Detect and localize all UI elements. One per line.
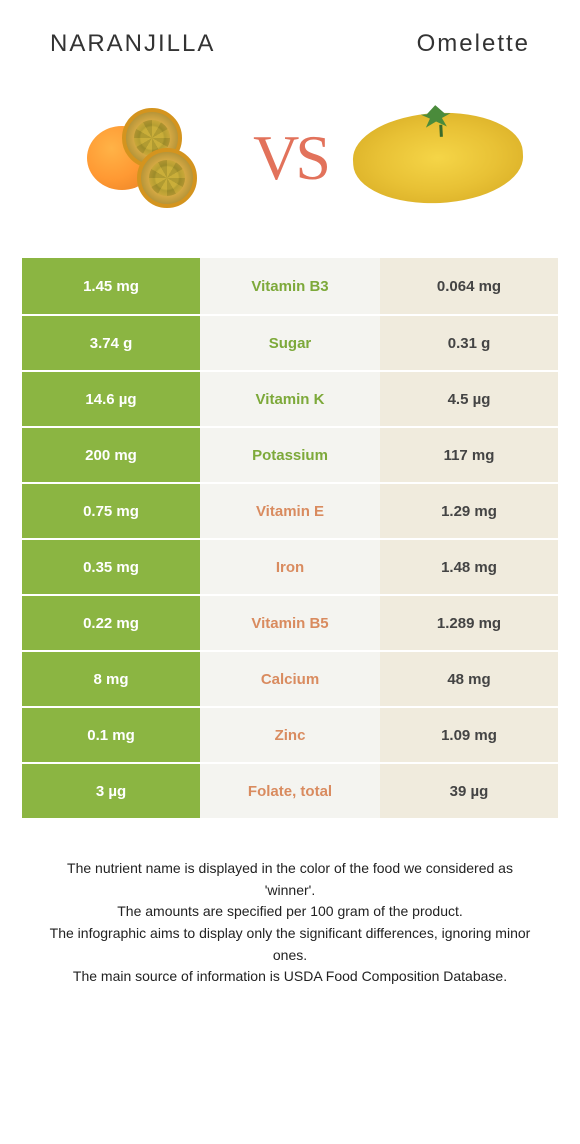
left-value: 3.74 g xyxy=(22,316,200,370)
nutrient-label: Vitamin E xyxy=(200,484,380,538)
left-value: 0.1 mg xyxy=(22,708,200,762)
nutrient-label: Calcium xyxy=(200,652,380,706)
right-value: 1.09 mg xyxy=(380,708,558,762)
left-food-title: NARANJILLA xyxy=(50,30,215,58)
right-value: 117 mg xyxy=(380,428,558,482)
right-food-title: Omelette xyxy=(417,30,530,58)
right-value: 39 µg xyxy=(380,764,558,818)
right-value: 48 mg xyxy=(380,652,558,706)
table-row: 1.45 mgVitamin B30.064 mg xyxy=(22,258,558,314)
vs-label: VS xyxy=(253,121,327,195)
footer-line-4: The main source of information is USDA F… xyxy=(40,966,540,988)
right-value: 1.48 mg xyxy=(380,540,558,594)
right-value: 0.31 g xyxy=(380,316,558,370)
header-titles: NARANJILLA Omelette xyxy=(0,0,580,78)
table-row: 3.74 gSugar0.31 g xyxy=(22,314,558,370)
nutrient-label: Vitamin B3 xyxy=(200,258,380,314)
naranjilla-icon xyxy=(87,108,197,208)
left-value: 3 µg xyxy=(22,764,200,818)
footer-notes: The nutrient name is displayed in the co… xyxy=(0,818,580,988)
table-row: 0.22 mgVitamin B51.289 mg xyxy=(22,594,558,650)
nutrient-label: Vitamin B5 xyxy=(200,596,380,650)
left-value: 8 mg xyxy=(22,652,200,706)
right-value: 1.289 mg xyxy=(380,596,558,650)
nutrient-label: Potassium xyxy=(200,428,380,482)
right-food-image xyxy=(327,113,550,203)
left-food-image xyxy=(30,108,253,208)
right-value: 4.5 µg xyxy=(380,372,558,426)
left-value: 14.6 µg xyxy=(22,372,200,426)
table-row: 8 mgCalcium48 mg xyxy=(22,650,558,706)
footer-line-1: The nutrient name is displayed in the co… xyxy=(40,858,540,901)
left-value: 200 mg xyxy=(22,428,200,482)
hero-section: VS xyxy=(0,78,580,258)
right-value: 1.29 mg xyxy=(380,484,558,538)
table-row: 0.75 mgVitamin E1.29 mg xyxy=(22,482,558,538)
table-row: 14.6 µgVitamin K4.5 µg xyxy=(22,370,558,426)
nutrient-label: Vitamin K xyxy=(200,372,380,426)
table-row: 0.35 mgIron1.48 mg xyxy=(22,538,558,594)
nutrient-label: Zinc xyxy=(200,708,380,762)
table-row: 3 µgFolate, total39 µg xyxy=(22,762,558,818)
footer-line-2: The amounts are specified per 100 gram o… xyxy=(40,901,540,923)
left-value: 0.75 mg xyxy=(22,484,200,538)
left-value: 0.35 mg xyxy=(22,540,200,594)
nutrient-comparison-table: 1.45 mgVitamin B30.064 mg3.74 gSugar0.31… xyxy=(22,258,558,818)
left-value: 1.45 mg xyxy=(22,258,200,314)
right-value: 0.064 mg xyxy=(380,258,558,314)
footer-line-3: The infographic aims to display only the… xyxy=(40,923,540,966)
nutrient-label: Folate, total xyxy=(200,764,380,818)
table-row: 200 mgPotassium117 mg xyxy=(22,426,558,482)
omelette-icon xyxy=(351,109,525,208)
table-row: 0.1 mgZinc1.09 mg xyxy=(22,706,558,762)
nutrient-label: Iron xyxy=(200,540,380,594)
nutrient-label: Sugar xyxy=(200,316,380,370)
left-value: 0.22 mg xyxy=(22,596,200,650)
